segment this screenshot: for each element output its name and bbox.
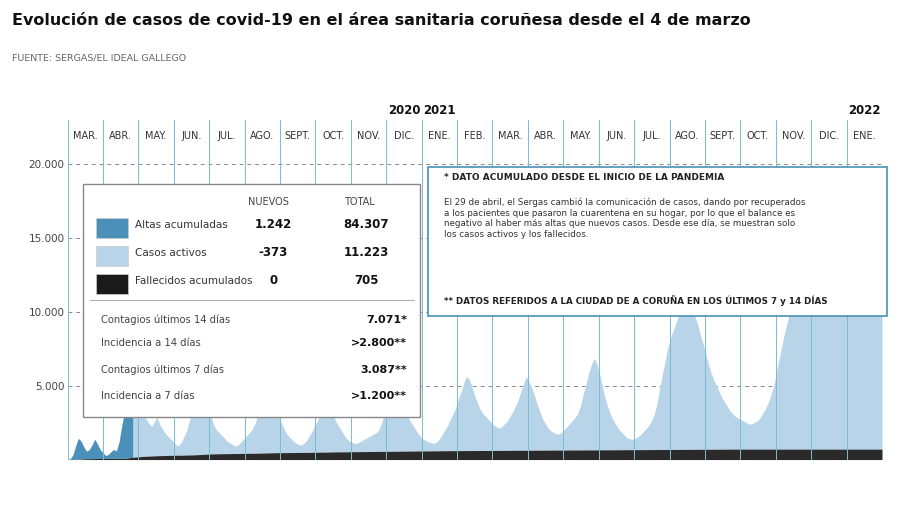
Text: DIC.: DIC. [819, 131, 839, 141]
Text: NOV.: NOV. [782, 131, 806, 141]
Text: Contagios últimos 14 días: Contagios últimos 14 días [102, 315, 230, 325]
Text: >1.200**: >1.200** [351, 391, 407, 401]
Text: ** DATOS REFERIDOS A LA CIUDAD DE A CORUÑA EN LOS ÚLTIMOS 7 y 14 DÍAS: ** DATOS REFERIDOS A LA CIUDAD DE A CORU… [444, 295, 827, 306]
Text: Evolución de casos de covid-19 en el área sanitaria coruñesa desde el 4 de marzo: Evolución de casos de covid-19 en el áre… [12, 13, 751, 28]
Text: DIC.: DIC. [394, 131, 414, 141]
Text: 1.242: 1.242 [255, 219, 292, 231]
Text: ENE.: ENE. [853, 131, 876, 141]
Text: Altas acumuladas: Altas acumuladas [135, 220, 228, 230]
Text: FEB.: FEB. [464, 131, 485, 141]
Text: MAY.: MAY. [146, 131, 166, 141]
Text: Casos activos: Casos activos [135, 248, 207, 258]
Text: 7.071*: 7.071* [365, 315, 407, 325]
Text: AGO.: AGO. [250, 131, 274, 141]
Text: MAY.: MAY. [571, 131, 591, 141]
Text: 84.307: 84.307 [344, 219, 389, 231]
Text: 11.223: 11.223 [344, 246, 389, 260]
Text: El 29 de abril, el Sergas cambió la comunicación de casos, dando por recuperados: El 29 de abril, el Sergas cambió la comu… [444, 198, 806, 239]
Text: 2020: 2020 [388, 104, 420, 117]
Text: Contagios últimos 7 días: Contagios últimos 7 días [102, 365, 224, 375]
Text: JUL.: JUL. [643, 131, 662, 141]
Text: SEPT.: SEPT. [709, 131, 735, 141]
Text: JUN.: JUN. [607, 131, 626, 141]
Text: OCT.: OCT. [322, 131, 344, 141]
Text: NUEVOS: NUEVOS [248, 197, 289, 207]
Text: 2022: 2022 [848, 104, 880, 117]
Text: ABR.: ABR. [109, 131, 132, 141]
Text: NOV.: NOV. [357, 131, 380, 141]
Text: 3.087**: 3.087** [360, 365, 407, 375]
Text: SEPT.: SEPT. [284, 131, 310, 141]
Text: ABR.: ABR. [534, 131, 557, 141]
Bar [95, 246, 128, 266]
Text: ENE.: ENE. [428, 131, 451, 141]
Bar [95, 274, 128, 293]
Text: FUENTE: SERGAS/EL IDEAL GALLEGO: FUENTE: SERGAS/EL IDEAL GALLEGO [12, 53, 185, 62]
Text: 2021: 2021 [423, 104, 455, 117]
Bar [95, 218, 128, 238]
Text: MAR.: MAR. [498, 131, 523, 141]
Text: JUL.: JUL. [218, 131, 236, 141]
Text: TOTAL: TOTAL [344, 197, 375, 207]
FancyBboxPatch shape [428, 167, 886, 316]
Text: JUN.: JUN. [181, 131, 202, 141]
Text: MAR.: MAR. [73, 131, 97, 141]
Text: OCT.: OCT. [747, 131, 770, 141]
Text: AGO.: AGO. [675, 131, 699, 141]
Text: Incidencia a 7 días: Incidencia a 7 días [102, 391, 195, 401]
FancyBboxPatch shape [83, 184, 420, 417]
Text: * DATO ACUMULADO DESDE EL INICIO DE LA PANDEMIA: * DATO ACUMULADO DESDE EL INICIO DE LA P… [444, 173, 724, 182]
Text: 705: 705 [354, 274, 379, 287]
Text: Fallecidos acumulados: Fallecidos acumulados [135, 276, 253, 286]
Text: -373: -373 [259, 246, 288, 260]
Text: >2.800**: >2.800** [351, 338, 407, 348]
Text: Incidencia a 14 días: Incidencia a 14 días [102, 338, 201, 348]
Text: 0: 0 [269, 274, 277, 287]
